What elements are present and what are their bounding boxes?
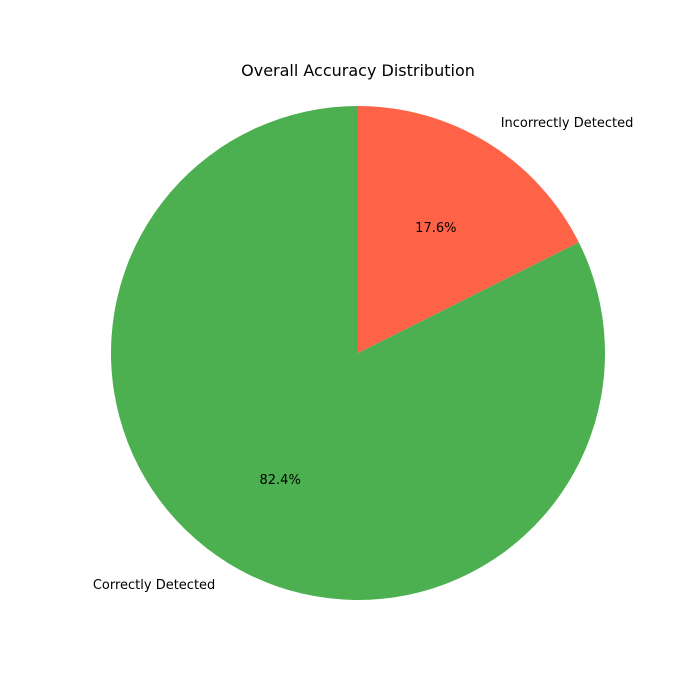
pct-label-1: 17.6% — [415, 221, 456, 236]
slice-label-0: Correctly Detected — [93, 578, 215, 593]
pie-slice-incorrectly-detected — [358, 105, 579, 353]
pie-slices — [111, 105, 605, 601]
pie-labels: 82.4% Correctly Detected 17.6% Incorrectly … — [93, 116, 634, 593]
slice-label-1: Incorrectly Detected — [501, 116, 634, 131]
pie-slice-correctly-detected — [111, 106, 605, 601]
chart-title: Overall Accuracy Distribution — [241, 61, 475, 80]
pct-label-0: 82.4% — [260, 473, 301, 488]
